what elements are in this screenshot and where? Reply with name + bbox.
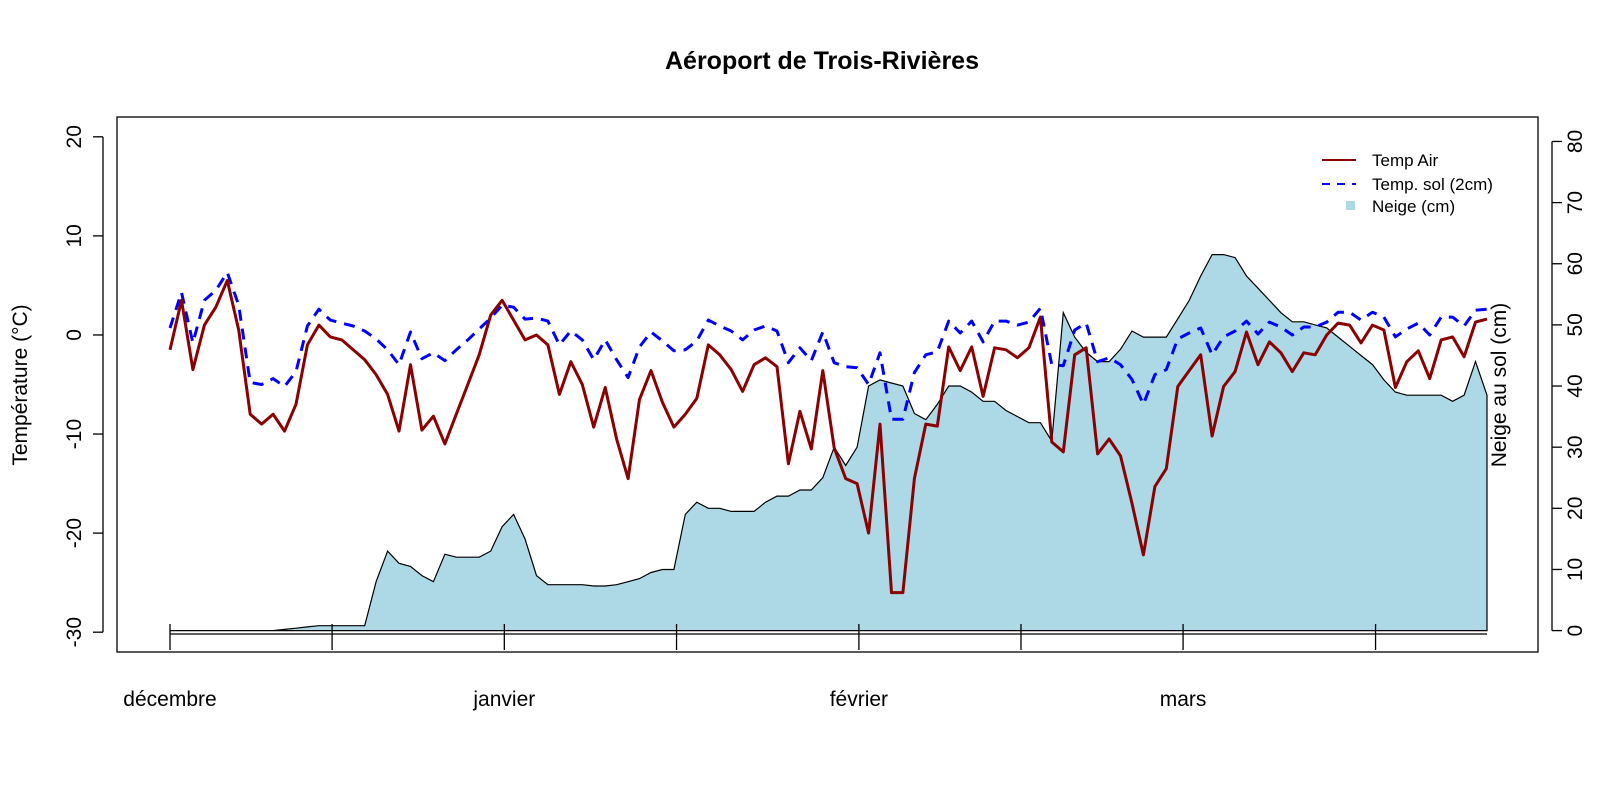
snow-area	[170, 254, 1487, 631]
legend-label-temp-sol: Temp. sol (2cm)	[1372, 175, 1493, 194]
y-tick-label-left: 0	[63, 329, 86, 341]
y-axis-label-right: Neige au sol (cm)	[1488, 303, 1511, 468]
temperature-series-layer	[168, 271, 1488, 595]
legend-label-temp-air: Temp Air	[1372, 151, 1438, 170]
y-tick-label-right: 30	[1564, 435, 1587, 458]
y-tick-label-right: 60	[1564, 252, 1587, 275]
y-tick-label-right: 70	[1564, 191, 1587, 214]
y-tick-label-left: -30	[63, 617, 86, 647]
legend: Temp Air Temp. sol (2cm) Neige (cm)	[1322, 151, 1493, 216]
series-line-temp-air	[168, 279, 1488, 595]
series-line-temp-sol	[168, 271, 1488, 421]
y-axis-right: 0 10 20 30 40 50 60 70 80	[1551, 130, 1587, 637]
plot-frame	[116, 116, 1539, 653]
x-tick-label: janvier	[472, 688, 535, 711]
y-tick-label-right: 20	[1564, 497, 1587, 520]
y-axis-label-left: Température (°C)	[9, 304, 32, 465]
x-axis: décembre janvier février mars	[123, 624, 1487, 711]
y-tick-label-left: 10	[63, 224, 86, 247]
y-tick-label-right: 40	[1564, 374, 1587, 397]
y-axis-left: -30 -20 -10 0 10 20	[63, 125, 104, 647]
legend-swatch-neige	[1346, 201, 1355, 210]
y-tick-label-left: -10	[63, 419, 86, 449]
legend-label-neige: Neige (cm)	[1372, 197, 1455, 216]
x-tick-label: février	[830, 688, 888, 711]
y-tick-label-right: 80	[1564, 130, 1587, 153]
snow-area-outline	[170, 254, 1488, 632]
y-tick-label-right: 10	[1564, 558, 1587, 581]
chart-title: Aéroport de Trois-Rivières	[665, 47, 979, 75]
y-tick-label-left: -20	[63, 518, 86, 548]
y-tick-label-left: 20	[63, 125, 86, 148]
snow-area-layer	[170, 254, 1488, 632]
x-tick-label: mars	[1160, 688, 1207, 711]
y-tick-label-right: 50	[1564, 313, 1587, 336]
y-tick-label-right: 0	[1564, 625, 1587, 637]
x-tick-label: décembre	[123, 688, 216, 711]
